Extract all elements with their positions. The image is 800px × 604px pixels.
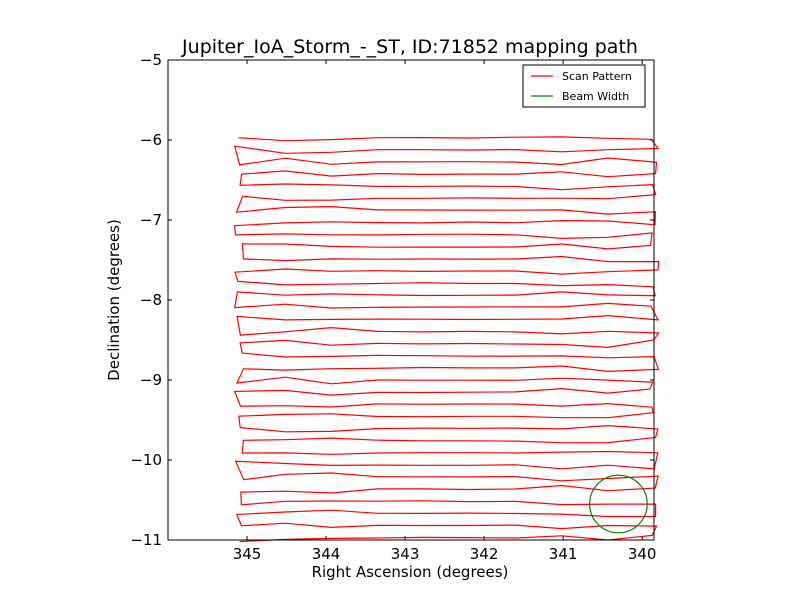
y-tick-label: −5 bbox=[140, 51, 162, 69]
legend-entry: Scan Pattern bbox=[562, 70, 632, 83]
y-axis-label: Declination (degrees) bbox=[105, 219, 123, 381]
y-tick-label: −10 bbox=[130, 451, 162, 469]
y-tick-label: −11 bbox=[130, 531, 162, 549]
x-tick-label: 345 bbox=[233, 545, 262, 563]
legend-entry: Beam Width bbox=[562, 90, 629, 103]
beam-width-circle bbox=[589, 474, 648, 534]
y-tick-label: −6 bbox=[140, 131, 162, 149]
x-tick-label: 344 bbox=[312, 545, 341, 563]
y-tick-label: −8 bbox=[140, 291, 162, 309]
x-tick-label: 340 bbox=[628, 545, 657, 563]
x-tick-label: 342 bbox=[470, 545, 499, 563]
legend: Scan Pattern Beam Width bbox=[522, 64, 646, 108]
scan-pattern-path bbox=[233, 136, 660, 543]
chart-title: Jupiter_IoA_Storm_-_ST, ID:71852 mapping… bbox=[181, 36, 638, 58]
plot-area bbox=[233, 136, 660, 543]
legend-box bbox=[522, 64, 646, 108]
x-axis-label: Right Ascension (degrees) bbox=[312, 563, 509, 581]
axes-frame bbox=[167, 59, 655, 541]
y-tick-label: −9 bbox=[140, 371, 162, 389]
y-tick-label: −7 bbox=[140, 211, 162, 229]
ticks: 345 344 343 342 341 340 −5 −6 −7 −8 −9 −10 −11 bbox=[130, 51, 656, 563]
x-tick-label: 343 bbox=[391, 545, 420, 563]
x-tick-label: 341 bbox=[549, 545, 578, 563]
